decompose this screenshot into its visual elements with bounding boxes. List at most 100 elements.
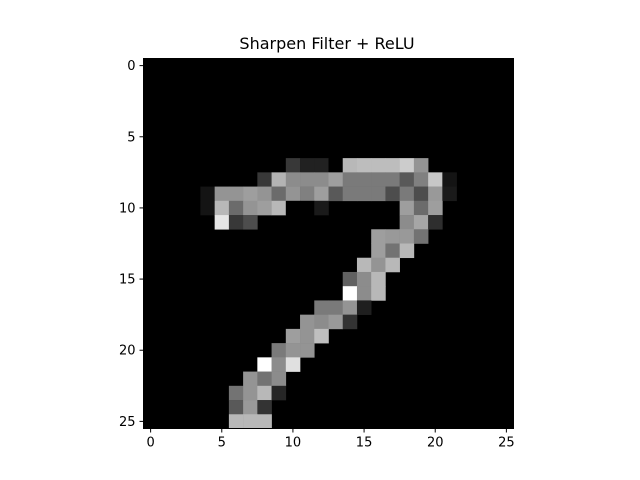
x-tick-label: 5 bbox=[218, 436, 226, 451]
heatmap-cell bbox=[342, 286, 358, 301]
heatmap-cell bbox=[300, 172, 315, 187]
heatmap-cell bbox=[371, 158, 386, 173]
heatmap-cell bbox=[243, 371, 258, 387]
x-tick-label: 15 bbox=[356, 436, 373, 451]
heatmap-cell bbox=[399, 186, 415, 202]
heatmap-cell bbox=[314, 172, 329, 187]
heatmap-cell bbox=[271, 385, 287, 401]
axes-frame bbox=[143, 58, 514, 429]
heatmap-cell bbox=[328, 158, 344, 173]
heatmap-cell bbox=[271, 200, 287, 216]
heatmap-cell bbox=[257, 186, 272, 202]
heatmap-cell bbox=[428, 215, 443, 230]
y-axis: 0 5 10 15 20 25 bbox=[119, 59, 144, 430]
heatmap-cell bbox=[314, 158, 329, 173]
heatmap-cell bbox=[300, 328, 315, 344]
heatmap-cell bbox=[243, 385, 258, 401]
heatmap-cell bbox=[314, 186, 329, 202]
heatmap-cell bbox=[285, 172, 301, 187]
heatmap-cell bbox=[328, 186, 344, 202]
heatmap-cell bbox=[200, 200, 215, 216]
heatmap-cell bbox=[228, 200, 244, 216]
image-background bbox=[143, 58, 514, 429]
heatmap-cell bbox=[328, 286, 344, 301]
heatmap-cell bbox=[314, 314, 329, 330]
heatmap-cell bbox=[271, 343, 287, 358]
heatmap-cell bbox=[328, 314, 344, 330]
heatmap-cell bbox=[413, 172, 429, 187]
heatmap-cell bbox=[413, 229, 429, 244]
heatmap-cell bbox=[356, 257, 372, 273]
heatmap-cell bbox=[385, 243, 400, 259]
heatmap-cell bbox=[243, 414, 258, 429]
x-tick-label: 10 bbox=[285, 436, 302, 451]
x-tick-label: 25 bbox=[498, 436, 515, 451]
heatmap-cell bbox=[371, 172, 386, 187]
heatmap-cell bbox=[399, 243, 415, 259]
heatmap-cell bbox=[271, 186, 287, 202]
heatmap-cell bbox=[243, 215, 258, 230]
heatmap-cell bbox=[342, 300, 358, 315]
heatmap-cell bbox=[442, 172, 457, 187]
heatmap-cell bbox=[300, 343, 315, 358]
heatmap-cell bbox=[428, 172, 443, 187]
heatmap-cell bbox=[285, 357, 301, 372]
heatmap-cell bbox=[342, 158, 358, 173]
heatmap-cell bbox=[271, 172, 287, 187]
y-tick-label: 0 bbox=[127, 59, 135, 74]
heatmap-cell bbox=[243, 200, 258, 216]
heatmap-cell bbox=[356, 172, 372, 187]
heatmap-cell bbox=[413, 158, 429, 173]
heatmap-cell bbox=[300, 314, 315, 330]
heatmap-cell bbox=[328, 300, 344, 315]
heatmap-cell bbox=[257, 385, 272, 401]
heatmap-cell bbox=[214, 200, 230, 216]
heatmap-cell bbox=[285, 343, 301, 358]
heatmap-cell bbox=[285, 328, 301, 344]
heatmap-cell bbox=[257, 400, 272, 415]
heatmap-cell bbox=[399, 200, 415, 216]
heatmap-cell bbox=[342, 314, 358, 330]
y-tick-label: 15 bbox=[119, 273, 136, 288]
heatmap-cell bbox=[428, 200, 443, 216]
chart-title: Sharpen Filter + ReLU bbox=[239, 34, 414, 53]
heatmap-cell bbox=[314, 200, 329, 216]
heatmap-cell bbox=[300, 200, 315, 216]
heatmap-cell bbox=[257, 414, 272, 429]
heatmap-cell bbox=[342, 172, 358, 187]
heatmap-cell bbox=[228, 186, 244, 202]
heatmap-cell bbox=[356, 158, 372, 173]
heatmap-cell bbox=[356, 271, 372, 287]
heatmap-cell bbox=[356, 186, 372, 202]
x-tick-label: 0 bbox=[146, 436, 154, 451]
heatmap-cell bbox=[413, 215, 429, 230]
heatmap-cell bbox=[428, 186, 443, 202]
heatmap-cell bbox=[214, 186, 230, 202]
y-tick-label: 5 bbox=[127, 130, 135, 145]
heatmap-cell bbox=[271, 371, 287, 387]
heatmap-cell bbox=[413, 200, 429, 216]
heatmap-cell bbox=[243, 186, 258, 202]
heatmap-cell bbox=[413, 186, 429, 202]
heatmap-cell bbox=[371, 243, 386, 259]
x-tick-label: 20 bbox=[427, 436, 444, 451]
y-tick-label: 25 bbox=[119, 415, 136, 430]
heatmap-cell bbox=[356, 286, 372, 301]
heatmap-cell bbox=[328, 172, 344, 187]
y-tick-label: 20 bbox=[119, 344, 136, 359]
heatmap-cell bbox=[442, 186, 457, 202]
heatmap-cell bbox=[285, 186, 301, 202]
heatmap-cell bbox=[385, 186, 400, 202]
heatmap-cell bbox=[399, 229, 415, 244]
heatmap-cell bbox=[399, 172, 415, 187]
heatmap-cell bbox=[371, 186, 386, 202]
heatmap-cell bbox=[385, 158, 400, 173]
heatmap-cell bbox=[371, 286, 386, 301]
heatmap-cell bbox=[399, 158, 415, 173]
image-layer bbox=[143, 58, 514, 429]
heatmap-cell bbox=[271, 357, 287, 372]
heatmap-cell bbox=[257, 172, 272, 187]
heatmap-cell bbox=[300, 158, 315, 173]
